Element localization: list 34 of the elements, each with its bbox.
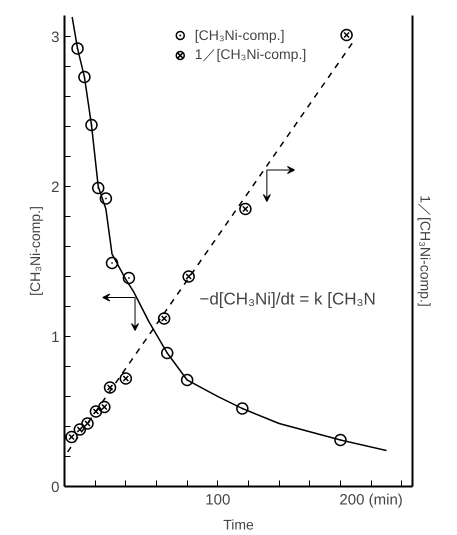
x-tick-label: 100 [205, 492, 230, 508]
x-tick-label: 200 (min) [339, 492, 403, 508]
legend-label: 1／[CH₃Ni-comp.] [194, 46, 306, 64]
point [104, 381, 116, 394]
line-series [71, 16, 388, 452]
point [81, 417, 94, 430]
point [122, 272, 136, 284]
point [182, 270, 195, 283]
y-tick-label: 3 [51, 29, 60, 46]
point [65, 430, 78, 444]
point [85, 118, 98, 132]
y-axis-title: [CH₃Ni-comp.] [27, 206, 44, 296]
point [158, 312, 170, 325]
point [100, 192, 112, 205]
point [71, 42, 84, 55]
point [98, 400, 111, 414]
point [92, 182, 104, 194]
point [239, 202, 252, 216]
point [180, 374, 194, 386]
x-axis-title: Time [223, 516, 254, 532]
point [340, 28, 353, 42]
point [236, 402, 249, 415]
y-tick-label: 1 [51, 329, 60, 346]
point [78, 70, 91, 84]
point [74, 423, 86, 436]
y-tick-label: 2 [51, 179, 60, 196]
y2-axis-title: 1／[CH₃Ni-comp.] [418, 195, 434, 307]
point [334, 434, 347, 446]
point [106, 256, 118, 270]
point [160, 346, 174, 360]
y-tick-label: 0 [51, 479, 60, 496]
point [120, 372, 132, 385]
legend-label: [CH₃Ni-comp.] [194, 27, 284, 43]
annotation: −d[CH₃Ni]/dt = k [CH₃N [199, 290, 376, 308]
